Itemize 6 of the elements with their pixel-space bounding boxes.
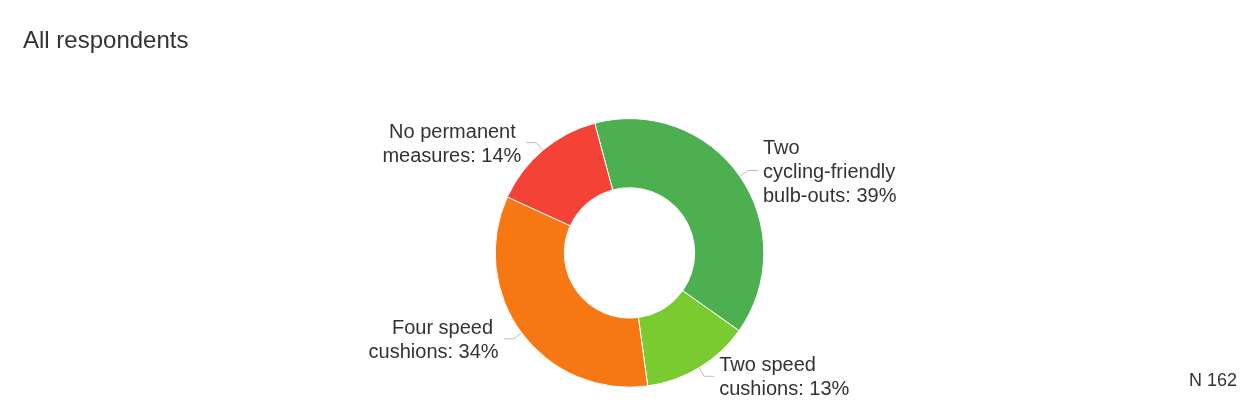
slice-label: Two cycling-friendly bulb-outs: 39% <box>762 135 901 206</box>
slice-label: Four speed cushions: 34% <box>368 315 499 362</box>
text: All respondents <box>23 25 189 53</box>
slice-label: Two speed cushions: 13% <box>719 353 850 400</box>
text: N 162 <box>1188 370 1238 390</box>
slice-label: No permanent measures: 14% <box>382 119 522 166</box>
